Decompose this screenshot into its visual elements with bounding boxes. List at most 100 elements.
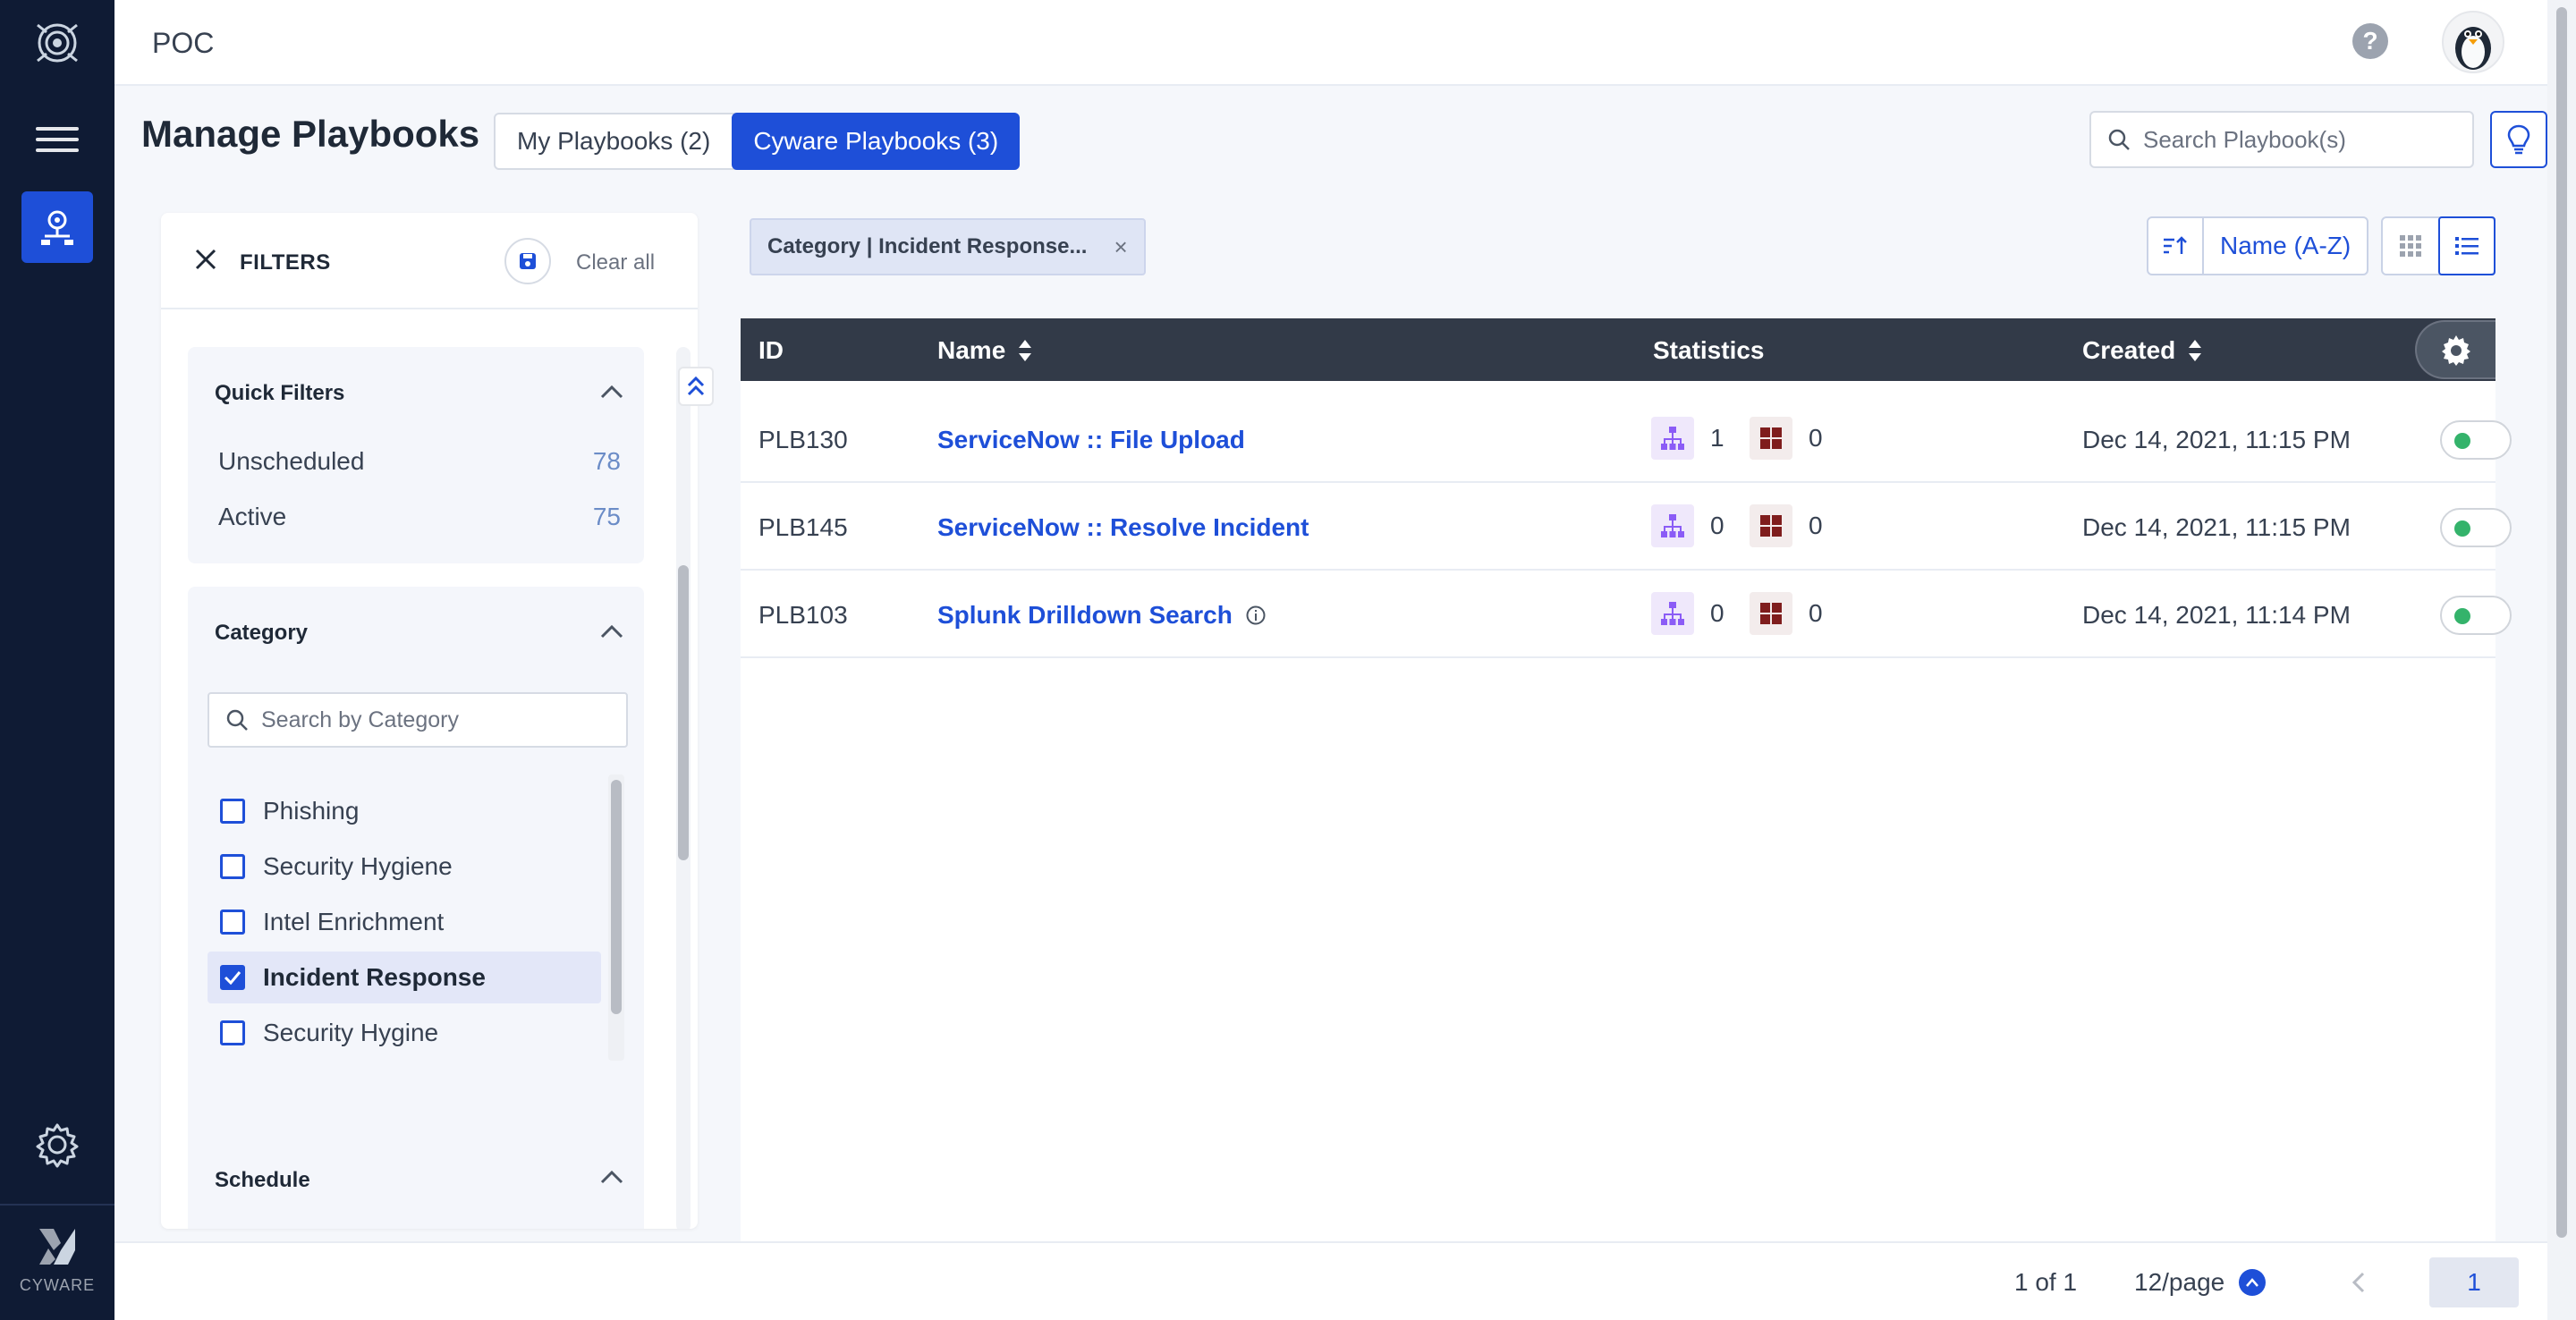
chevron-up-icon[interactable] (599, 622, 624, 640)
filters-scrollbar[interactable] (676, 347, 691, 1229)
sort-icon[interactable] (1018, 338, 1032, 363)
current-page-button[interactable]: 1 (2429, 1257, 2519, 1307)
category-section: Category Phishing Security Hygiene Intel… (188, 587, 644, 1229)
playbook-search (2089, 111, 2474, 168)
active-toggle[interactable] (2440, 420, 2512, 460)
quick-filters-section: Quick Filters Unscheduled 78 Active 75 (188, 347, 644, 563)
table-row[interactable]: PLB103 Splunk Drilldown Search 0 0 Dec 1… (741, 571, 2512, 658)
stat-apps: 0 (1750, 417, 1823, 460)
category-item-security-hygiene[interactable]: Security Hygiene (208, 841, 601, 893)
sort-ascending-icon (2164, 236, 2187, 254)
stat-workflows: 0 (1651, 592, 1724, 635)
clear-all-link[interactable]: Clear all (576, 250, 656, 275)
filters-header: FILTERS Clear all (161, 213, 698, 309)
chevron-left-icon[interactable] (2342, 1265, 2377, 1300)
chevron-up-icon[interactable] (599, 1168, 624, 1186)
checkbox[interactable] (220, 854, 245, 879)
category-item-incident-response[interactable]: Incident Response (208, 952, 601, 1003)
category-label: Security Hygiene (263, 852, 453, 880)
playbook-name-link[interactable]: ServiceNow :: Resolve Incident (937, 513, 1309, 541)
tab-my-playbooks[interactable]: My Playbooks (2) (496, 114, 732, 168)
category-item-intel-enrichment[interactable]: Intel Enrichment (208, 896, 601, 948)
hamburger-menu-icon[interactable] (36, 127, 79, 154)
tab-count: (3) (967, 127, 999, 155)
page-range: 1 of 1 (2014, 1268, 2078, 1296)
page-scrollbar[interactable] (2547, 0, 2576, 1320)
schedule-section: Schedule (188, 1129, 644, 1229)
tab-label: My Playbooks (517, 127, 674, 155)
category-search (208, 692, 628, 748)
playbook-name-link[interactable]: Splunk Drilldown Search (937, 601, 1267, 630)
quick-filters-title: Quick Filters (215, 381, 345, 405)
info-icon[interactable] (1245, 605, 1267, 626)
list-icon (2455, 237, 2479, 255)
settings-gear-icon[interactable] (32, 1120, 82, 1170)
column-settings-button[interactable] (2415, 320, 2496, 379)
help-icon[interactable]: ? (2352, 23, 2388, 59)
stat-workflows: 1 (1651, 417, 1724, 460)
checkbox[interactable] (220, 799, 245, 824)
table-row[interactable]: PLB145 ServiceNow :: Resolve Incident 0 … (741, 483, 2512, 571)
chevron-up-icon[interactable] (599, 383, 624, 401)
top-bar: POC ? (114, 0, 2547, 86)
sort-field-select[interactable]: Name (A-Z) (2220, 232, 2351, 259)
playbook-tabs: My Playbooks (2) Cyware Playbooks (3) (494, 113, 1021, 170)
user-avatar[interactable] (2442, 11, 2504, 73)
created-date: Dec 14, 2021, 11:15 PM (2082, 513, 2351, 541)
created-date: Dec 14, 2021, 11:15 PM (2082, 426, 2351, 453)
tab-cyware-playbooks[interactable]: Cyware Playbooks (3) (732, 113, 1021, 170)
sort-icon[interactable] (2188, 338, 2202, 363)
collapse-filters-button[interactable] (678, 367, 714, 406)
checkbox[interactable] (220, 1020, 245, 1045)
category-list: Phishing Security Hygiene Intel Enrichme… (208, 774, 628, 1061)
stat-value: 0 (1809, 599, 1823, 627)
category-scrollbar[interactable] (608, 774, 624, 1061)
filters-panel: FILTERS Clear all Quick Filters Unschedu… (161, 213, 698, 1229)
search-input[interactable] (2143, 125, 2447, 154)
save-filter-button[interactable] (504, 238, 551, 284)
quick-filter-active[interactable]: Active 75 (218, 503, 621, 531)
cyware-logo-icon[interactable] (29, 18, 86, 68)
checkmark-icon (224, 971, 242, 985)
category-label: Phishing (263, 797, 360, 825)
grid-view-button[interactable] (2383, 218, 2438, 274)
column-name[interactable]: Name (937, 336, 1032, 365)
table-header: ID Name Statistics Created (741, 318, 2496, 381)
stat-value: 0 (1809, 512, 1823, 539)
checkbox-checked[interactable] (220, 965, 245, 990)
active-toggle[interactable] (2440, 508, 2512, 547)
per-page-select[interactable]: 12/page (2134, 1268, 2267, 1297)
quick-filter-count: 75 (592, 503, 621, 530)
column-id: ID (758, 336, 784, 364)
playbook-id: PLB103 (758, 601, 848, 629)
checkbox[interactable] (220, 910, 245, 935)
sort-direction-button[interactable] (2148, 218, 2204, 274)
nav-item-playbooks[interactable] (21, 191, 93, 263)
stat-apps: 0 (1750, 592, 1823, 635)
filters-label: FILTERS (240, 250, 331, 275)
table-row[interactable]: PLB130 ServiceNow :: File Upload 1 0 Dec… (741, 395, 2512, 483)
category-label: Security Hygine (263, 1019, 439, 1046)
quick-filter-unscheduled[interactable]: Unscheduled 78 (218, 447, 621, 476)
column-statistics: Statistics (1653, 336, 1765, 364)
category-item-phishing[interactable]: Phishing (208, 785, 601, 837)
nav-divider (0, 1204, 114, 1206)
chip-label: Category | Incident Response... (767, 234, 1088, 258)
close-filters-icon[interactable] (193, 247, 218, 272)
brand-footer: CYWARE (0, 1225, 114, 1295)
tips-button[interactable] (2490, 111, 2547, 168)
active-toggle[interactable] (2440, 596, 2512, 635)
remove-chip-icon[interactable]: × (1114, 233, 1128, 260)
per-page-label: 12/page (2134, 1268, 2225, 1296)
tab-label: Cyware Playbooks (753, 127, 962, 155)
list-view-button[interactable] (2438, 216, 2496, 275)
hierarchy-icon (1651, 417, 1694, 460)
brand-name: CYWARE (19, 1276, 96, 1294)
category-item-security-hygine[interactable]: Security Hygine (208, 1007, 601, 1059)
cyware-mark-icon (39, 1229, 75, 1265)
column-created[interactable]: Created (2082, 336, 2202, 365)
category-title: Category (215, 621, 309, 645)
penguin-avatar-icon (2455, 27, 2491, 70)
category-search-input[interactable] (261, 707, 610, 733)
playbook-name-link[interactable]: ServiceNow :: File Upload (937, 426, 1245, 453)
